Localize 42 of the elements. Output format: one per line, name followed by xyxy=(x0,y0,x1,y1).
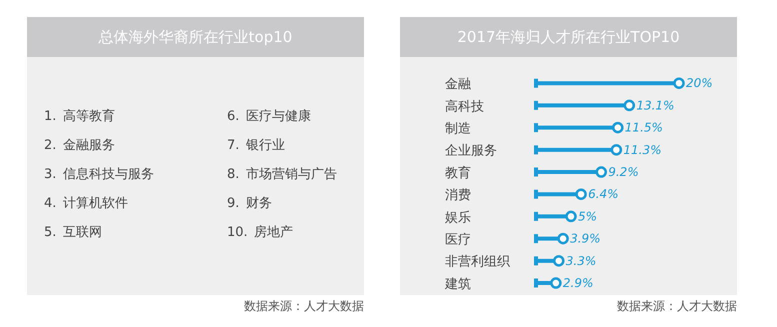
y-tick-label: 制造 xyxy=(445,122,471,136)
category-label: 4. 计算机软件 xyxy=(44,195,128,212)
point xyxy=(612,122,624,134)
point xyxy=(553,255,565,267)
point xyxy=(575,188,587,200)
data-label: 20% xyxy=(686,76,713,90)
point xyxy=(550,277,562,289)
data-label: 3.3% xyxy=(566,254,596,268)
point xyxy=(595,166,607,178)
data-label: 13.1% xyxy=(636,98,674,112)
category-label: 8. 市场营销与广告 xyxy=(227,166,337,183)
data-label: 3.9% xyxy=(570,232,601,246)
point xyxy=(673,77,685,89)
category-label: 7. 银行业 xyxy=(227,137,285,154)
y-tick-label: 教育 xyxy=(445,164,471,181)
y-tick-label: 企业服务 xyxy=(445,144,497,159)
source-note: 数据来源：人才大数据 xyxy=(243,298,364,315)
point xyxy=(557,232,569,244)
data-label: 9.2% xyxy=(608,165,639,180)
y-tick-label: 医疗 xyxy=(445,232,471,248)
category-label: 10. 房地产 xyxy=(227,224,294,241)
y-tick-label: 娱乐 xyxy=(445,210,471,226)
category-label: 9. 财务 xyxy=(227,195,272,212)
y-tick-label: 建筑 xyxy=(444,276,471,292)
category-label: 5. 互联网 xyxy=(44,224,102,241)
y-tick-label: 金融 xyxy=(445,77,471,92)
point xyxy=(624,100,636,112)
data-label: 5% xyxy=(578,209,598,224)
point xyxy=(610,144,622,156)
category-label: 1. 高等教育 xyxy=(44,108,115,125)
point xyxy=(565,210,577,222)
category-label: 6. 医疗与健康 xyxy=(227,108,311,125)
data-label: 11.3% xyxy=(623,142,662,157)
category-label: 3. 信息科技与服务 xyxy=(44,166,154,183)
source-note: 数据来源：人才大数据 xyxy=(616,298,737,315)
y-tick-label: 非营利组织 xyxy=(445,254,510,270)
y-tick-label: 高科技 xyxy=(445,98,484,114)
y-tick-label: 消费 xyxy=(445,188,471,204)
data-label: 2.9% xyxy=(562,276,594,290)
data-label: 11.5% xyxy=(624,120,663,135)
data-label: 6.4% xyxy=(588,187,619,202)
category-label: 2. 金融服务 xyxy=(44,137,115,154)
